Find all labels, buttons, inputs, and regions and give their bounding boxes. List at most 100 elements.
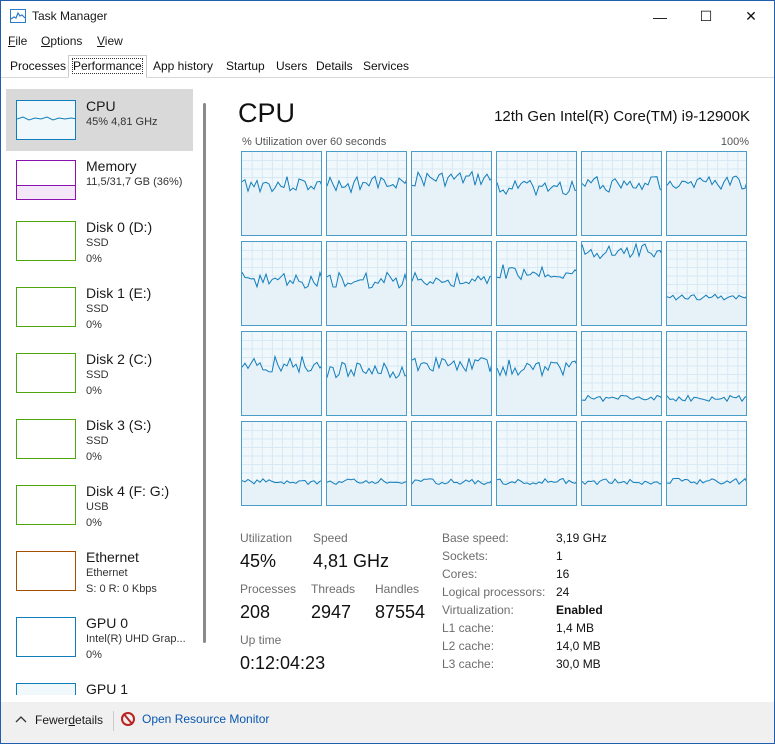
logical-processor-graph <box>241 331 322 416</box>
resource-sidebar: CPU 45% 4,81 GHz Memory 11,5/31,7 GB (36%) D… <box>1 78 213 695</box>
close-button[interactable]: ✕ <box>728 1 774 32</box>
maximize-button[interactable]: ☐ <box>683 1 729 32</box>
sidebar-item-subtitle: SSD <box>86 369 109 381</box>
tab-details[interactable]: Details <box>316 59 353 73</box>
sidebar-item-7[interactable]: Ethernet Ethernet S: 0 R: 0 Kbps <box>6 540 193 602</box>
sidebar-item-subtitle: SSD <box>86 435 109 447</box>
spec-value: 30,0 MB <box>556 657 601 671</box>
sidebar-item-3[interactable]: Disk 1 (E:) SSD 0% <box>6 276 193 338</box>
spec-label: Virtualization: <box>442 603 514 617</box>
performance-content: CPU 45% 4,81 GHz Memory 11,5/31,7 GB (36%) D… <box>1 78 774 702</box>
sidebar-thumbnail-graph <box>16 353 76 393</box>
task-manager-app-icon <box>10 9 26 23</box>
logical-processor-graph <box>496 151 577 236</box>
sidebar-thumbnail-graph <box>16 287 76 327</box>
logical-processor-graph <box>496 421 577 506</box>
sidebar-thumbnail-graph <box>16 485 76 525</box>
logical-processor-graph <box>496 331 577 416</box>
sidebar-item-subtitle: 45% 4,81 GHz <box>86 116 158 128</box>
menu-view[interactable]: View <box>97 34 123 48</box>
tab-processes[interactable]: Processes <box>10 59 67 73</box>
logical-processor-graph <box>326 151 407 236</box>
threads-label: Threads <box>311 582 356 596</box>
logical-processor-graph <box>241 421 322 506</box>
minimize-button[interactable]: — <box>637 1 683 32</box>
sidebar-item-4[interactable]: Disk 2 (C:) SSD 0% <box>6 342 193 404</box>
sidebar-item-subtitle: 11,5/31,7 GB (36%) <box>86 176 183 188</box>
uptime-value: 0:12:04:23 <box>240 653 326 673</box>
logical-processor-graph <box>581 331 662 416</box>
fewer-details-button[interactable]: Fewer d etails <box>15 713 103 727</box>
spec-value: 3,19 GHz <box>556 531 607 545</box>
sidebar-scrollbar[interactable] <box>203 103 206 643</box>
spec-label: Base speed: <box>442 531 509 545</box>
utilization-label: Utilization <box>240 531 293 545</box>
sidebar-thumbnail-graph <box>16 683 76 695</box>
spec-label: Logical processors: <box>442 585 546 599</box>
resource-monitor-icon <box>121 712 135 726</box>
sidebar-item-1[interactable]: Memory 11,5/31,7 GB (36%) <box>6 149 193 211</box>
spec-label: L2 cache: <box>442 639 495 653</box>
sidebar-item-name: Disk 2 (C:) <box>86 351 153 367</box>
spec-value: 24 <box>556 585 570 599</box>
tab-users[interactable]: Users <box>276 59 308 73</box>
logical-processor-graph <box>666 421 747 506</box>
spec-value: 14,0 MB <box>556 639 601 653</box>
open-resource-monitor-link[interactable]: Open Resource Monitor <box>121 712 269 726</box>
sidebar-item-8[interactable]: GPU 0 Intel(R) UHD Grap... 0% <box>6 606 193 668</box>
sidebar-thumbnail-graph <box>16 551 76 591</box>
threads-value: 2947 <box>311 602 352 622</box>
processes-value: 208 <box>240 602 271 622</box>
menu-file[interactable]: File <box>8 34 28 48</box>
close-icon: ✕ <box>745 8 757 24</box>
sidebar-item-name: Memory <box>86 158 137 174</box>
utilization-value: 45% <box>240 551 277 571</box>
logical-processor-graphs[interactable] <box>241 151 750 508</box>
logical-processor-graph <box>326 241 407 326</box>
logical-processor-graph <box>496 241 577 326</box>
sidebar-item-value: S: 0 R: 0 Kbps <box>86 583 157 595</box>
tab-performance[interactable]: Performance <box>68 55 147 78</box>
tab-startup[interactable]: Startup <box>226 59 265 73</box>
sidebar-item-name: Disk 3 (S:) <box>86 417 152 433</box>
logical-processor-graph <box>581 421 662 506</box>
graph-caption: % Utilization over 60 seconds <box>242 136 387 148</box>
sidebar-item-subtitle: Ethernet <box>86 567 128 579</box>
sidebar-item-subtitle: USB <box>86 501 109 513</box>
title-bar[interactable]: Task Manager — ☐ ✕ <box>1 1 774 32</box>
tab-services[interactable]: Services <box>363 59 410 73</box>
handles-label: Handles <box>375 582 420 596</box>
sidebar-item-name: CPU <box>86 98 116 114</box>
window-title: Task Manager <box>32 9 108 23</box>
sidebar-item-name: Disk 1 (E:) <box>86 285 152 301</box>
uptime-label: Up time <box>240 633 282 647</box>
handles-value: 87554 <box>375 602 426 622</box>
sidebar-item-6[interactable]: Disk 4 (F: G:) USB 0% <box>6 474 193 536</box>
sidebar-item-name: Disk 4 (F: G:) <box>86 483 170 499</box>
spec-label: L3 cache: <box>442 657 495 671</box>
speed-value: 4,81 GHz <box>313 551 390 571</box>
spec-value: 16 <box>556 567 570 581</box>
spec-value: 1,4 MB <box>556 621 595 635</box>
tab-app-history[interactable]: App history <box>153 59 214 73</box>
sidebar-item-2[interactable]: Disk 0 (D:) SSD 0% <box>6 210 193 272</box>
spec-value: Enabled <box>556 603 603 617</box>
sidebar-item-9[interactable]: GPU 1 <box>6 672 193 695</box>
sidebar-item-5[interactable]: Disk 3 (S:) SSD 0% <box>6 408 193 470</box>
logical-processor-graph <box>326 331 407 416</box>
sidebar-item-0[interactable]: CPU 45% 4,81 GHz <box>6 89 193 151</box>
logical-processor-graph <box>241 151 322 236</box>
menu-bar: File Options View <box>1 32 774 52</box>
logical-processor-graph <box>411 151 492 236</box>
sidebar-item-name: GPU 0 <box>86 615 129 631</box>
footer-bar: Fewer d etails Open Resource Monitor <box>1 702 774 743</box>
logical-processor-graph <box>326 421 407 506</box>
menu-options[interactable]: Options <box>41 34 83 48</box>
maximize-icon: ☐ <box>699 8 713 24</box>
spec-label: Sockets: <box>442 549 489 563</box>
spec-value: 1 <box>556 549 563 563</box>
sidebar-thumbnail-graph <box>16 419 76 459</box>
minimize-icon: — <box>653 8 667 25</box>
footer-separator <box>113 711 114 731</box>
logical-processor-graph <box>411 421 492 506</box>
